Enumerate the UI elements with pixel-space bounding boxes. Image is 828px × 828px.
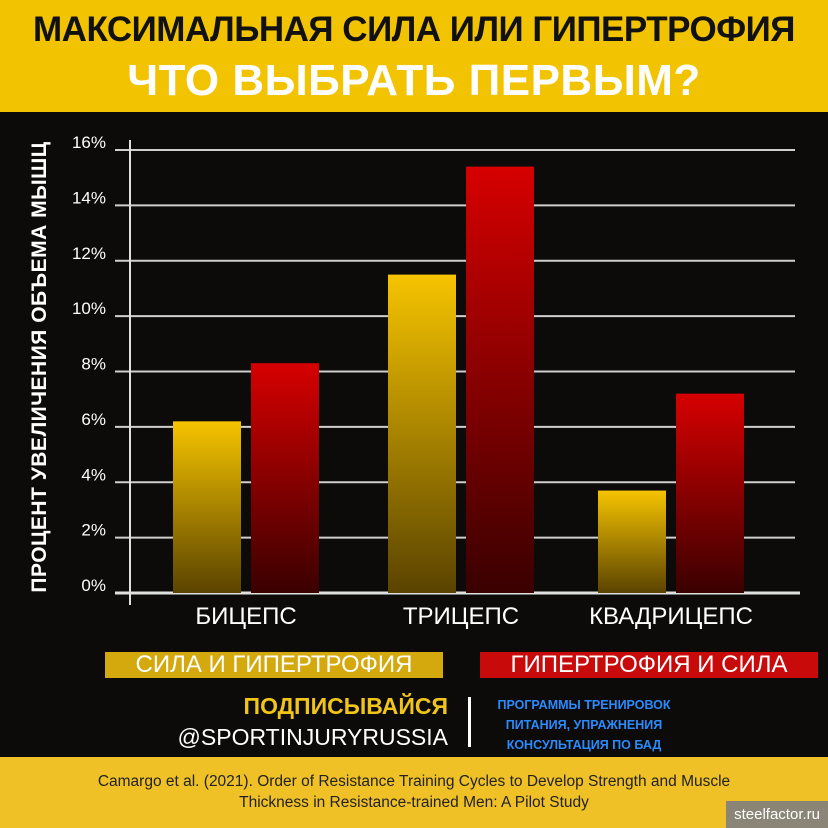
legend-hypertrophy-strength: ГИПЕРТРОФИЯ И СИЛА <box>480 652 818 678</box>
bar-hypertrophy-strength <box>251 363 319 593</box>
bar-hypertrophy-strength <box>676 393 744 593</box>
y-tick-label: 14% <box>72 188 106 207</box>
y-tick-label: 0% <box>81 576 106 595</box>
service-item: КОНСУЛЬТАЦИЯ ПО БАД <box>506 738 662 752</box>
y-tick-label: 10% <box>72 299 106 318</box>
header-banner: МАКСИМАЛЬНАЯ СИЛА ИЛИ ГИПЕРТРОФИЯ ЧТО ВЫ… <box>0 0 828 112</box>
footer-citation: Camargo et al. (2021). Order of Resistan… <box>0 757 828 828</box>
subscribe-label: ПОДПИСЫВАЙСЯ <box>243 693 448 719</box>
services-list: ПРОГРАММЫ ТРЕНИРОВОК ПИТАНИЯ, УПРАЖНЕНИЯ… <box>484 695 684 755</box>
y-tick-label: 6% <box>81 410 106 429</box>
y-tick-label: 16% <box>72 133 106 152</box>
y-tick-label: 8% <box>81 355 106 374</box>
service-item: ПРОГРАММЫ ТРЕНИРОВОК <box>497 698 671 712</box>
bar-strength-hypertrophy <box>598 490 666 593</box>
divider <box>468 697 471 747</box>
bar-strength-hypertrophy <box>173 421 241 593</box>
x-tick-label: КВАДРИЦЕПС <box>589 603 753 630</box>
x-tick-label: ТРИЦЕПС <box>403 603 519 630</box>
title-line1: МАКСИМАЛЬНАЯ СИЛА ИЛИ ГИПЕРТРОФИЯ <box>33 10 795 49</box>
bar-hypertrophy-strength <box>466 166 534 594</box>
y-tick-label: 4% <box>81 465 106 484</box>
x-tick-label: БИЦЕПС <box>195 603 296 630</box>
title-line2: ЧТО ВЫБРАТЬ ПЕРВЫМ? <box>127 56 701 105</box>
subscribe-block: ПОДПИСЫВАЙСЯ @SPORTINJURYRUSSIA <box>150 693 448 751</box>
bar-strength-hypertrophy <box>388 274 456 593</box>
citation-line1: Camargo et al. (2021). Order of Resistan… <box>97 773 731 790</box>
bar-chart: 0% 2% 4% 6% 8% 10% 12% 14% 16% БИЦЕПС ТРИЦЕПС КВАДР… <box>72 133 800 630</box>
watermark: steelfactor.ru <box>726 801 828 828</box>
service-item: ПИТАНИЯ, УПРАЖНЕНИЯ <box>505 718 663 732</box>
y-axis-label: ПРОЦЕНТ УВЕЛИЧЕНИЯ ОБЪЕМА МЫШЦ <box>28 141 51 593</box>
instagram-handle[interactable]: @SPORTINJURYRUSSIA <box>177 724 448 750</box>
citation-line2: Thickness in Resistance-trained Men: A P… <box>239 794 589 811</box>
y-tick-label: 12% <box>72 244 106 263</box>
y-tick-label: 2% <box>81 521 106 540</box>
legend-strength-hypertrophy: СИЛА И ГИПЕРТРОФИЯ <box>105 652 443 678</box>
